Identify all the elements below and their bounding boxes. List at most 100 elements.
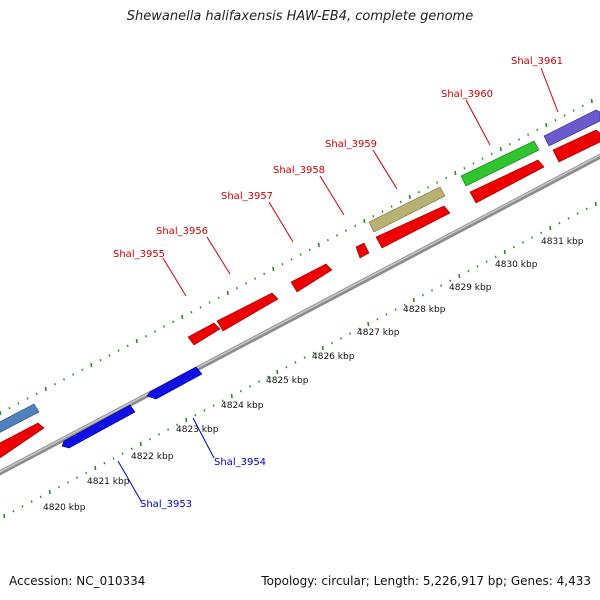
scale-tick <box>63 378 65 381</box>
scale-tick <box>467 269 470 273</box>
scale-tick <box>26 397 29 400</box>
scale-tick <box>0 410 2 416</box>
scale-tick <box>57 485 60 489</box>
scale-tick <box>590 98 593 104</box>
scale-tick <box>417 190 420 194</box>
scale-tick <box>85 471 88 475</box>
scale-tick <box>522 241 524 244</box>
scale-tick <box>199 306 202 309</box>
gene-arrow-shal-3957[interactable] <box>290 263 333 293</box>
scale-tick <box>281 262 284 266</box>
gene-label-shal-3958[interactable]: Shal_3958 <box>273 165 325 176</box>
scale-tick <box>385 313 388 316</box>
scale-tick <box>185 417 188 423</box>
scale-tick <box>249 385 251 388</box>
accession-text: Accession: NC_010334 <box>9 574 146 588</box>
scale-tick <box>294 361 297 364</box>
scale-tick <box>299 253 302 256</box>
scale-tick <box>144 334 147 338</box>
scale-tick <box>203 409 206 412</box>
scale-tick <box>181 314 184 320</box>
scale-tick <box>230 393 233 399</box>
reverse-features <box>0 366 203 449</box>
scale-tick <box>431 289 433 292</box>
gene-arrow-shal-3959[interactable] <box>375 205 451 249</box>
scale-tick <box>490 152 493 156</box>
backbone-line <box>0 153 600 476</box>
scale-tick <box>581 104 584 108</box>
gene-label-shal-3956[interactable]: Shal_3956 <box>156 226 208 237</box>
scale-tick <box>35 392 38 396</box>
scale-tick <box>94 465 97 471</box>
gene-arrow-shal-3960[interactable] <box>469 159 545 204</box>
scale-tick <box>558 221 561 225</box>
kbp-label: 4831 kbp <box>541 237 584 247</box>
kbp-label: 4825 kbp <box>266 376 309 386</box>
scale-tick <box>190 310 193 314</box>
gene-label-shal-3957[interactable]: Shal_3957 <box>221 191 273 202</box>
scale-tick <box>518 138 520 141</box>
scale-tick <box>454 170 457 176</box>
scale-tick <box>285 365 288 369</box>
gene-arrow-left[interactable] <box>0 422 45 462</box>
gene-arrow-shal-3953[interactable] <box>61 404 136 449</box>
gene-label-shal-3959[interactable]: Shal_3959 <box>325 139 377 150</box>
scale-tick <box>485 260 488 263</box>
kbp-label: 4824 kbp <box>221 401 264 411</box>
scale-tick <box>412 297 415 303</box>
scale-tick <box>99 358 102 362</box>
scale-tick <box>440 284 443 287</box>
scale-tick <box>399 200 402 204</box>
gene-label-shal-3960[interactable]: Shal_3960 <box>441 89 493 100</box>
scale-tick <box>585 207 588 211</box>
gene-arrow-shal-3956[interactable] <box>216 292 279 332</box>
scale-tick <box>381 210 384 213</box>
scale-tick <box>176 423 179 427</box>
scale-tick <box>545 122 548 128</box>
gene-box-green[interactable] <box>460 140 540 187</box>
gene-box-steelblue[interactable] <box>0 403 40 435</box>
gene-label-shal-3954[interactable]: Shal_3954 <box>214 457 266 468</box>
gene-box-olive[interactable] <box>368 186 446 233</box>
gene-arrow-shal-3958[interactable] <box>355 242 370 259</box>
gene-arrow-shal-3955[interactable] <box>187 322 221 346</box>
scale-tick <box>158 433 160 436</box>
scale-tick <box>512 245 515 249</box>
gene-label-shal-3953[interactable]: Shal_3953 <box>140 499 192 510</box>
scale-tick <box>345 229 348 232</box>
forward-features <box>0 129 600 462</box>
scale-tick <box>21 505 24 508</box>
gene-arrow-shal-3954[interactable] <box>146 366 203 400</box>
scale-tick <box>463 166 466 170</box>
scale-tick <box>594 201 597 207</box>
backbone-highlight <box>0 154 600 473</box>
kbp-label: 4821 kbp <box>87 477 130 487</box>
scale-tick <box>403 303 406 307</box>
scale-tick <box>267 375 270 379</box>
scale-tick <box>12 509 15 513</box>
scale-tick <box>239 389 242 393</box>
scale-tick <box>81 368 84 372</box>
scale-tick <box>276 369 279 375</box>
scale-tick <box>445 176 448 180</box>
gene-arrow-shal-3961[interactable] <box>552 129 600 163</box>
scale-tick <box>217 296 220 300</box>
kbp-label: 4826 kbp <box>312 352 355 362</box>
scale-tick <box>340 337 342 340</box>
scale-tick <box>3 513 6 519</box>
gene-box-purple[interactable] <box>543 109 600 147</box>
scale-tick <box>354 224 357 228</box>
scale-tick <box>508 142 511 146</box>
gene-label-shal-3955[interactable]: Shal_3955 <box>113 249 165 260</box>
gene-label-shal-3961[interactable]: Shal_3961 <box>511 56 563 67</box>
scale-tick <box>427 186 429 189</box>
annotation-bars <box>368 109 600 233</box>
genome-summary-text: Topology: circular; Length: 5,226,917 bp… <box>261 574 591 588</box>
scale-tick <box>394 308 397 311</box>
scale-tick <box>121 452 124 455</box>
callout-line-shal-3961 <box>540 67 559 113</box>
kbp-label: 4820 kbp <box>43 503 86 513</box>
scale-tick <box>148 437 151 441</box>
scale-tick <box>72 373 75 376</box>
kbp-label: 4829 kbp <box>449 283 492 293</box>
